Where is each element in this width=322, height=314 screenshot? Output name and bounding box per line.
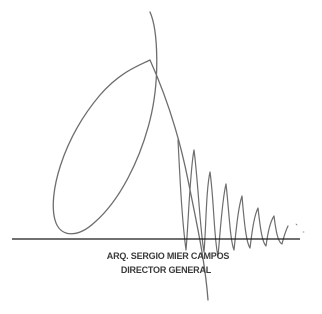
signature-block: ARQ. SERGIO MIER CAMPOS DIRECTOR GENERAL: [0, 0, 322, 314]
signer-name: ARQ. SERGIO MIER CAMPOS: [107, 251, 230, 261]
signer-title: DIRECTOR GENERAL: [121, 265, 212, 275]
page: {"signature": {"name": "ARQ. SERGIO MIER…: [0, 0, 322, 314]
signature-dots: [296, 224, 304, 232]
